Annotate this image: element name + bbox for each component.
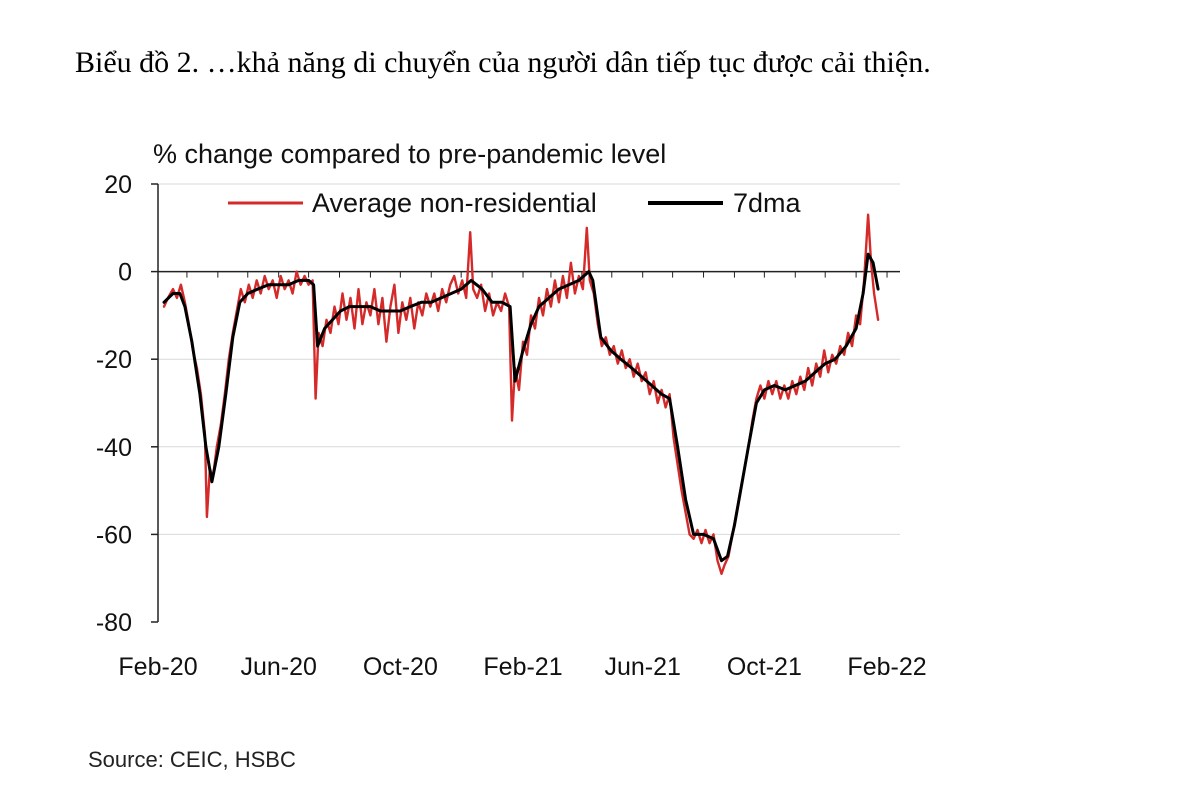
x-tick-label: Jun-20 — [240, 653, 316, 681]
x-tick-label: Oct-20 — [363, 653, 438, 681]
y-tick-label: -20 — [96, 346, 132, 374]
y-tick-label: -80 — [96, 609, 132, 637]
legend-label-average-non-residential: Average non-residential — [312, 188, 597, 218]
y-tick-label: 20 — [104, 171, 132, 199]
y-tick-label: 0 — [118, 259, 132, 287]
series-lines — [162, 213, 880, 575]
legend: Average non-residential 7dma — [228, 188, 802, 218]
y-tick-label: -40 — [96, 434, 132, 462]
x-tick-label: Feb-21 — [483, 653, 562, 681]
axes: 20 0 -20 -40 -60 -80 Feb-20 Jun-20 Oct-20 Feb-21 J… — [96, 171, 927, 681]
series-line-7dma — [162, 252, 880, 563]
x-tick-label: Feb-22 — [847, 653, 926, 681]
series-line-average-non-residential — [162, 213, 880, 575]
y-tick-label: -60 — [96, 521, 132, 549]
x-tick-label: Oct-21 — [727, 653, 802, 681]
gridlines — [158, 183, 900, 535]
source-note: Source: CEIC, HSBC — [88, 747, 296, 772]
x-tick-label: Feb-20 — [118, 653, 197, 681]
page-title: Biểu đồ 2. …khả năng di chuyển của người… — [75, 46, 931, 79]
x-tick-label: Jun-21 — [604, 653, 680, 681]
legend-label-7dma: 7dma — [733, 188, 802, 218]
y-axis-title: % change compared to pre-pandemic level — [153, 139, 667, 169]
